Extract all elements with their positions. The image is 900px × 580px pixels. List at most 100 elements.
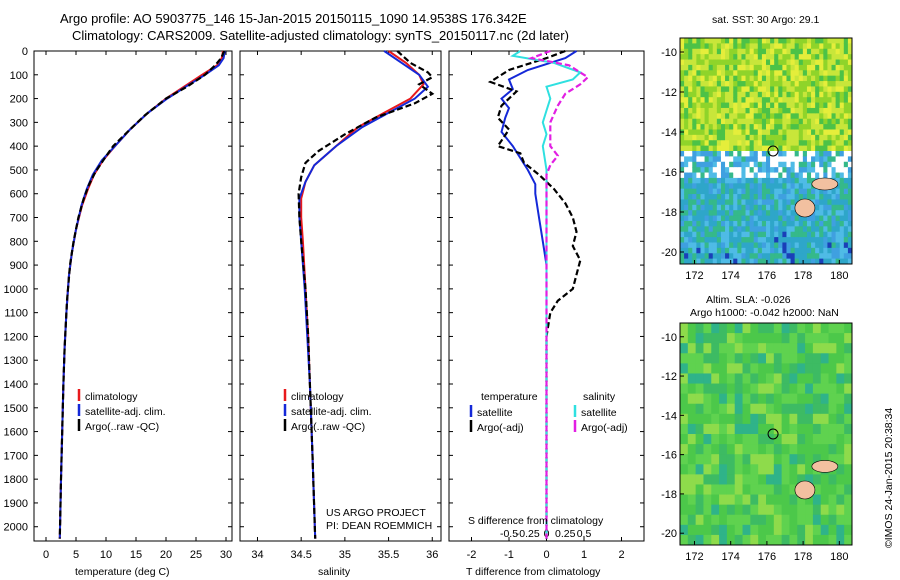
map-cell [802, 172, 808, 179]
map-cell [782, 242, 787, 249]
map-cell [766, 183, 771, 190]
map-cell [790, 210, 796, 217]
map-cell [684, 75, 689, 82]
map-cell [704, 210, 710, 217]
map-cell [794, 226, 800, 233]
map-cell [806, 156, 812, 163]
map-cell [766, 75, 771, 82]
series-line [58, 50, 226, 539]
series-line [487, 49, 582, 539]
map-cell [812, 484, 822, 496]
map-cell [708, 167, 714, 174]
map-cell [761, 210, 767, 217]
map-cell [753, 253, 759, 260]
map-cell [811, 43, 816, 50]
map-cell [827, 59, 833, 66]
map-cell [692, 54, 697, 61]
map-cell [704, 177, 710, 184]
map-cell [703, 363, 712, 374]
map-cell [819, 140, 824, 147]
map-cell [733, 194, 738, 200]
map-cell [757, 113, 763, 120]
map-cell [794, 177, 800, 184]
map-cell [782, 75, 787, 82]
map-cell [766, 343, 775, 354]
map-cell [733, 237, 738, 243]
map-cell [741, 91, 747, 98]
map-cell [757, 43, 763, 50]
map-cell [742, 383, 751, 395]
map-cell [742, 413, 751, 425]
map-cell [811, 91, 816, 98]
map-cell [684, 91, 689, 98]
map-cell [719, 514, 728, 526]
map-cell [823, 97, 828, 104]
map-cell [770, 199, 775, 206]
map-cell [684, 183, 689, 190]
map-cell [778, 43, 783, 50]
map-cell [766, 534, 775, 546]
map-cell [737, 64, 742, 71]
map-cell [742, 524, 751, 536]
map-cell [819, 194, 824, 200]
map-cell [836, 423, 845, 435]
map-cell [797, 464, 806, 475]
map-cell [831, 172, 837, 179]
map-cell [773, 403, 783, 415]
map-cell [716, 167, 722, 174]
map-cell [794, 59, 800, 66]
map-cell [766, 484, 775, 496]
map-cell [692, 102, 697, 109]
map-cell [761, 253, 767, 260]
map-cell [700, 70, 706, 77]
map-cell [835, 237, 841, 243]
map-cell [831, 91, 837, 98]
map-cell [794, 161, 800, 168]
map-cell [692, 237, 697, 243]
map-cell [741, 43, 747, 50]
map-cell [781, 464, 790, 475]
map-cell [798, 38, 804, 44]
map-cell [761, 59, 767, 66]
map-cell [831, 38, 837, 44]
map-cell [828, 434, 837, 445]
map-cell [684, 124, 689, 130]
map-cell [797, 524, 806, 536]
map-cell [847, 161, 853, 168]
map-cell [843, 242, 849, 249]
map-cell [687, 514, 697, 526]
map-cell [733, 59, 738, 66]
map-cell [688, 134, 693, 141]
map-cell [761, 151, 767, 157]
map-cell [700, 59, 706, 66]
map-cell [758, 363, 767, 374]
map-cell [741, 64, 747, 71]
map-cell [725, 220, 730, 227]
map-cell [811, 226, 816, 233]
map-cell [692, 38, 697, 44]
map-cell [700, 97, 706, 104]
map-cell [843, 124, 849, 130]
map-cell [745, 64, 751, 71]
map-cell [712, 172, 718, 179]
map-cell [774, 145, 779, 152]
map-cell [812, 393, 822, 405]
map-cell [704, 97, 710, 104]
map-cell [726, 444, 736, 455]
map-cell [692, 129, 697, 136]
map-cell [827, 253, 833, 260]
map-cell [745, 134, 751, 141]
map-cell [819, 215, 824, 222]
map-cell [774, 210, 779, 217]
map-cell [680, 140, 685, 147]
map-cell [781, 363, 790, 374]
map-cell [725, 70, 730, 77]
map-cell [753, 91, 759, 98]
map-cell [790, 107, 796, 114]
map-cell [774, 161, 779, 168]
map-cell [819, 54, 824, 61]
map-cell [782, 70, 787, 77]
map-cell [720, 167, 726, 174]
map-cell [745, 54, 751, 61]
map-cell [758, 323, 767, 334]
